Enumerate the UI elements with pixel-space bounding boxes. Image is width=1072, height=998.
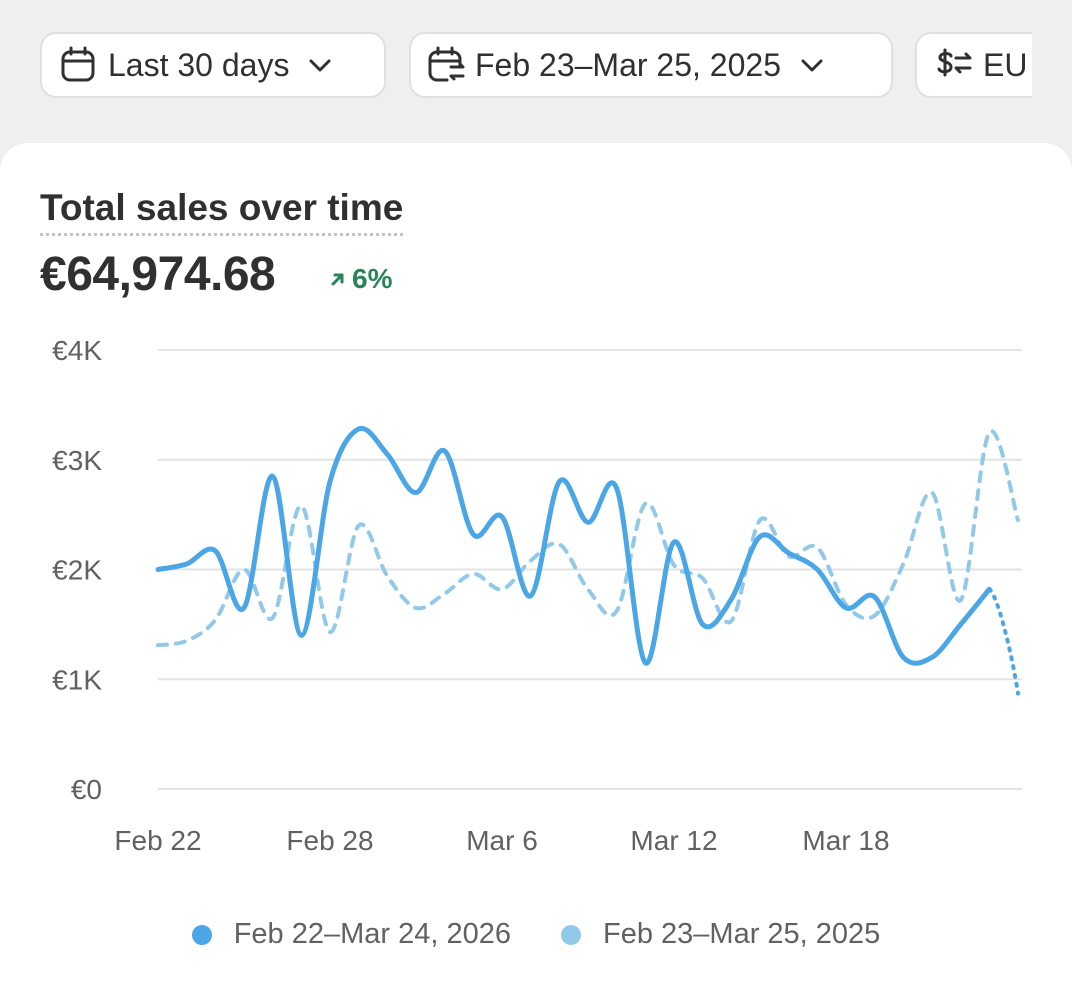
x-tick-label: Mar 12 [630, 825, 717, 856]
legend-label-previous: Feb 23–Mar 25, 2025 [603, 918, 881, 950]
data-point-current [155, 567, 161, 573]
legend-label-current: Feb 22–Mar 24, 2026 [233, 918, 511, 950]
data-point-previous [442, 591, 448, 597]
data-point-current [241, 605, 247, 611]
data-point-previous [470, 571, 476, 577]
data-point-previous [184, 638, 190, 644]
data-point-current [212, 548, 218, 554]
data-point-current [728, 596, 734, 602]
data-point-current [900, 654, 906, 660]
data-point-previous [212, 617, 218, 623]
y-tick-label: €3K [52, 445, 102, 476]
data-point-previous [556, 541, 562, 547]
data-point-previous [413, 605, 419, 611]
data-point-previous [155, 642, 161, 648]
calendar-icon [61, 46, 95, 82]
data-point-previous [614, 608, 620, 614]
data-point-previous [1015, 517, 1021, 523]
date-range-button[interactable]: Last 30 days [40, 32, 386, 98]
x-tick-label: Feb 28 [286, 825, 373, 856]
data-point-current [356, 426, 362, 432]
data-point-current [470, 531, 476, 537]
data-point-current [585, 519, 591, 525]
data-point-previous [356, 523, 362, 529]
data-point-current [929, 654, 935, 660]
data-point-previous [814, 545, 820, 551]
legend-item-current: Feb 22–Mar 24, 2026 [191, 918, 511, 951]
data-point-current [671, 539, 677, 545]
data-point-previous [499, 586, 505, 592]
sales-card: Total sales over time €64,974.68 6% €0 €1… [0, 143, 1072, 998]
data-point-previous [270, 615, 276, 621]
data-point-previous [958, 597, 964, 603]
data-point-previous [298, 503, 304, 509]
data-point-previous [728, 618, 734, 624]
data-point-previous [241, 567, 247, 573]
y-tick-label: €2K [52, 555, 102, 586]
chart-legend: Feb 22–Mar 24, 2026 Feb 23–Mar 25, 2025 [0, 918, 1072, 951]
data-point-current [958, 621, 964, 627]
y-tick-label: €4K [52, 335, 102, 366]
data-point-current [986, 586, 992, 592]
data-point-previous [929, 490, 935, 496]
data-point-current [556, 479, 562, 485]
data-point-previous [900, 561, 906, 567]
data-point-current [872, 594, 878, 600]
data-point-previous [642, 501, 648, 507]
date-range-label: Last 30 days [108, 46, 290, 83]
legend-swatch-previous [561, 924, 581, 945]
arrow-up-right-icon [331, 273, 344, 286]
currency-button[interactable]: EU [915, 32, 1032, 98]
x-tick-label: Mar 18 [802, 825, 889, 856]
data-point-previous [384, 573, 390, 579]
data-point-current [642, 660, 648, 666]
currency-exchange-icon [937, 48, 972, 77]
data-point-current [499, 514, 505, 520]
currency-label: EU [983, 46, 1028, 83]
data-point-current [1015, 691, 1021, 697]
compare-range-button[interactable]: Feb 23–Mar 25, 2025 [409, 32, 893, 98]
legend-swatch-current [191, 924, 212, 945]
data-point-previous [986, 429, 992, 435]
data-point-previous [872, 613, 878, 619]
data-point-previous [327, 629, 333, 635]
x-tick-label: Feb 22 [114, 825, 201, 856]
data-point-current [757, 534, 763, 540]
data-point-current [384, 451, 390, 457]
filter-bar: Last 30 days Feb 23–Mar 25, 2025 EU [40, 30, 1032, 102]
change-badge: 6% [328, 263, 392, 295]
data-point-current [528, 593, 534, 599]
data-point-current [700, 621, 706, 627]
data-point-current [814, 567, 820, 573]
data-point-previous [585, 586, 591, 592]
change-value: 6% [352, 263, 393, 294]
data-point-previous [671, 562, 677, 568]
data-point-current [413, 490, 419, 496]
legend-item-previous: Feb 23–Mar 25, 2025 [561, 918, 880, 951]
data-point-current [614, 485, 620, 491]
data-point-previous [757, 517, 763, 523]
data-point-previous [700, 575, 706, 581]
data-point-previous [843, 602, 849, 608]
data-point-current [184, 561, 190, 567]
calendar-compare-icon [428, 46, 465, 82]
card-title[interactable]: Total sales over time [40, 187, 404, 236]
series-line-current-incomplete [987, 587, 1020, 696]
series-line-previous [156, 429, 1020, 648]
data-point-previous [786, 553, 792, 559]
total-sales-value: €64,974.68 [40, 248, 276, 301]
data-point-current [298, 632, 304, 638]
y-tick-label: €1K [52, 664, 102, 695]
compare-range-label: Feb 23–Mar 25, 2025 [475, 46, 781, 83]
data-point-previous [528, 558, 534, 564]
series-line-current [155, 425, 992, 666]
data-point-current [442, 448, 448, 454]
data-point-current [270, 473, 276, 479]
chevron-down-icon [801, 59, 823, 72]
x-tick-label: Mar 6 [466, 825, 538, 856]
chevron-down-icon [309, 59, 331, 72]
data-point-current [327, 479, 333, 485]
sales-line-chart: €0 €1K €2K €3K €4K Feb 22 Feb 28 Mar 6 Mar 12 Mar… [52, 335, 1022, 856]
y-tick-label: €0 [71, 774, 102, 805]
